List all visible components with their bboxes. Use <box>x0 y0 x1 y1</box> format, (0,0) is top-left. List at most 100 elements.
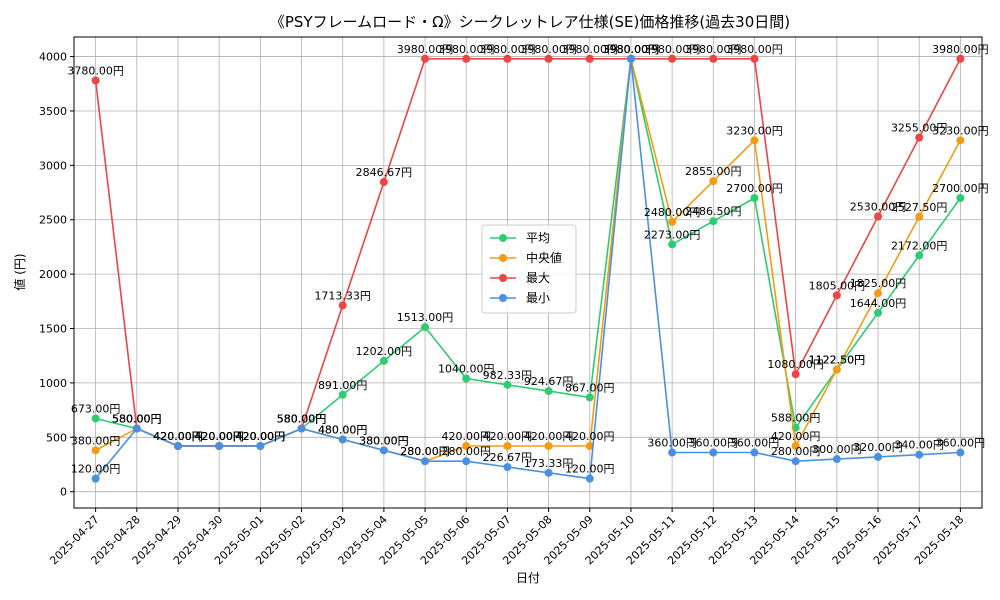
plot-area-frame <box>73 36 983 509</box>
data-label: 3980.00円 <box>685 43 742 56</box>
data-point <box>791 457 800 466</box>
data-label: 3980.00円 <box>603 43 660 56</box>
y-tick-label: 2500 <box>39 214 67 227</box>
data-label: 3230.00円 <box>726 124 783 137</box>
data-point <box>832 455 841 464</box>
data-point <box>91 446 100 455</box>
legend-item: 最大 <box>490 271 550 285</box>
data-point <box>956 448 965 457</box>
data-point <box>544 441 553 450</box>
legend-item: 中央値 <box>490 250 562 265</box>
data-point <box>544 468 553 477</box>
legend-swatch-marker <box>499 254 507 262</box>
data-label: 580.00円 <box>277 413 327 426</box>
data-point <box>338 390 347 399</box>
legend-swatch-marker <box>499 234 507 242</box>
data-label: 480.00円 <box>318 423 368 436</box>
data-point <box>297 424 306 433</box>
series-group <box>91 54 965 483</box>
data-label: 924.67円 <box>524 375 574 388</box>
grid-lines <box>74 37 982 508</box>
data-point <box>709 448 718 457</box>
data-label: 2273.00円 <box>644 228 701 241</box>
data-point <box>750 54 759 63</box>
data-point <box>874 289 883 298</box>
data-label: 1122.50円 <box>809 354 866 367</box>
data-point <box>956 136 965 145</box>
data-label: 420.00円 <box>236 430 286 443</box>
data-label: 420.00円 <box>153 430 203 443</box>
data-label: 420.00円 <box>153 430 203 443</box>
legend-box <box>481 224 577 314</box>
data-point <box>874 308 883 317</box>
y-tick-label: 0 <box>60 486 67 499</box>
data-label: 280.00円 <box>441 445 491 458</box>
legend-swatch-marker <box>499 294 507 302</box>
data-point <box>585 441 594 450</box>
data-labels: 673.00円580.00円420.00円420.00円420.00円580.0… <box>67 43 988 476</box>
data-label: 3980.00円 <box>520 43 577 56</box>
data-label: 2855.00円 <box>685 165 742 178</box>
data-point <box>750 448 759 457</box>
data-label: 280.00円 <box>771 445 821 458</box>
data-point <box>338 301 347 310</box>
data-label: 420.00円 <box>194 430 244 443</box>
data-label: 280.00円 <box>400 445 450 458</box>
data-label: 1805.00円 <box>809 279 866 292</box>
y-tick-label: 4000 <box>39 51 67 64</box>
data-point <box>874 452 883 461</box>
data-label: 340.00円 <box>894 439 944 452</box>
data-label: 3980.00円 <box>644 43 701 56</box>
data-label: 320.00円 <box>853 441 903 454</box>
data-point <box>915 212 924 221</box>
data-point <box>173 441 182 450</box>
data-label: 420.00円 <box>236 430 286 443</box>
data-label: 360.00円 <box>647 437 697 450</box>
data-point <box>503 54 512 63</box>
data-point <box>832 365 841 374</box>
data-label: 120.00円 <box>71 463 121 476</box>
data-label: 3980.00円 <box>932 43 989 56</box>
data-label: 3780.00円 <box>67 65 124 78</box>
data-point <box>91 414 100 423</box>
data-point <box>256 441 265 450</box>
data-point <box>91 474 100 483</box>
data-label: 3980.00円 <box>397 43 454 56</box>
data-point <box>544 387 553 396</box>
data-point <box>709 177 718 186</box>
data-label: 1202.00円 <box>356 345 413 358</box>
data-label: 3980.00円 <box>726 43 783 56</box>
data-point <box>791 370 800 379</box>
data-point <box>421 323 430 332</box>
data-point <box>668 240 677 249</box>
data-point <box>585 393 594 402</box>
data-label: 3980.00円 <box>603 43 660 56</box>
data-label: 300.00円 <box>812 443 862 456</box>
data-label: 420.00円 <box>153 430 203 443</box>
legend-label: 中央値 <box>526 250 562 265</box>
data-point <box>915 133 924 142</box>
data-label: 1713.33円 <box>314 289 371 302</box>
data-point <box>832 291 841 300</box>
data-label: 2530.00円 <box>850 200 907 213</box>
data-point <box>462 441 471 450</box>
series-line <box>94 58 961 480</box>
data-point <box>750 193 759 202</box>
data-point <box>709 217 718 226</box>
data-label: 420.00円 <box>483 430 533 443</box>
data-label: 3230.00円 <box>932 124 989 137</box>
data-point <box>585 54 594 63</box>
legend-label: 最小 <box>526 291 550 305</box>
data-point <box>503 463 512 472</box>
data-label: 2700.00円 <box>932 182 989 195</box>
data-label: 580.00円 <box>277 413 327 426</box>
data-label: 3980.00円 <box>562 43 619 56</box>
data-point <box>421 457 430 466</box>
data-point <box>668 448 677 457</box>
legend-item: 最小 <box>490 291 550 305</box>
data-label: 420.00円 <box>194 430 244 443</box>
data-label: 2700.00円 <box>726 182 783 195</box>
data-point <box>915 450 924 459</box>
data-label: 360.00円 <box>689 437 739 450</box>
